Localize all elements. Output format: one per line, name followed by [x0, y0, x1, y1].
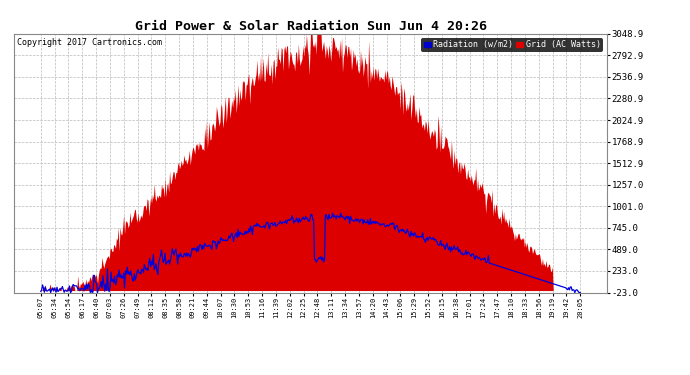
Legend: Radiation (w/m2), Grid (AC Watts): Radiation (w/m2), Grid (AC Watts) — [422, 38, 603, 52]
Title: Grid Power & Solar Radiation Sun Jun 4 20:26: Grid Power & Solar Radiation Sun Jun 4 2… — [135, 20, 486, 33]
Text: Copyright 2017 Cartronics.com: Copyright 2017 Cartronics.com — [17, 38, 161, 46]
